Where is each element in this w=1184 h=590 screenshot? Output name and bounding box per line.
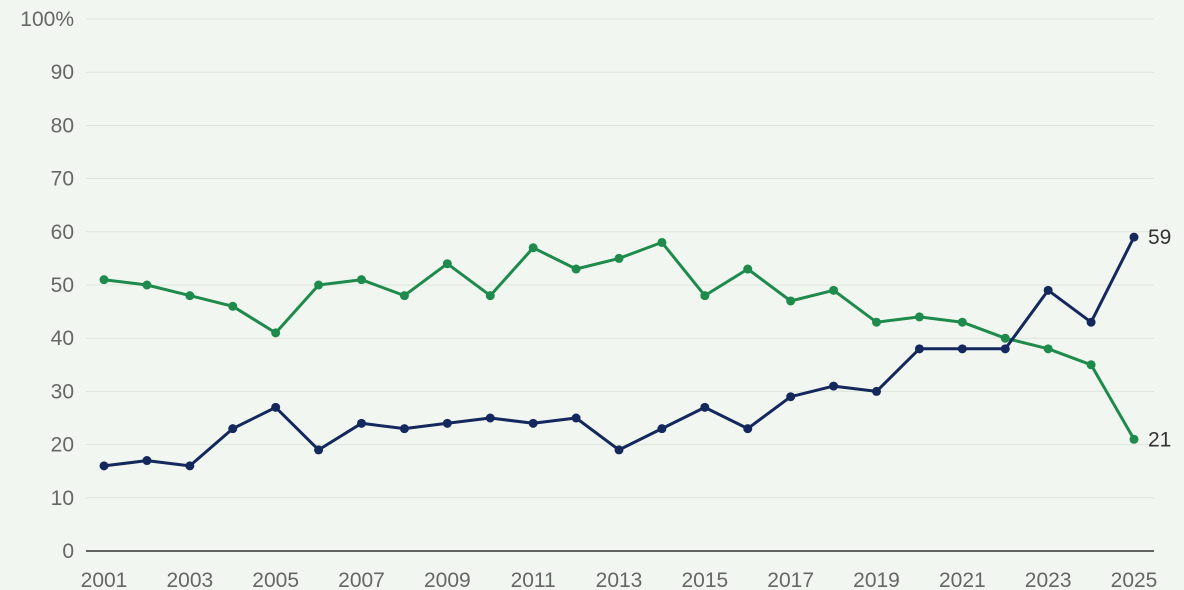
- data-point: [528, 243, 538, 253]
- data-point: [614, 445, 624, 455]
- data-point: [1129, 434, 1139, 444]
- data-point: [743, 264, 753, 274]
- data-point: [185, 461, 195, 471]
- x-tick-label: 2009: [424, 569, 471, 590]
- x-tick-label: 2017: [767, 569, 814, 590]
- data-point: [142, 280, 152, 290]
- y-tick-label: 30: [51, 380, 74, 403]
- data-point: [442, 259, 452, 269]
- x-axis-tick-labels: 2001 2003 2005 2007 2009 2011 2013 2015 2017 2019…: [81, 569, 1158, 590]
- end-value-label: 21: [1148, 428, 1171, 451]
- data-point: [914, 312, 924, 322]
- y-tick-label: 100%: [20, 8, 74, 31]
- series-2: 59: [99, 226, 1171, 471]
- x-tick-label: 2005: [252, 569, 299, 590]
- data-point: [786, 392, 796, 402]
- data-point: [485, 291, 495, 301]
- data-point: [1086, 317, 1096, 327]
- x-tick-label: 2025: [1111, 569, 1158, 590]
- series-1: 21: [99, 237, 1171, 451]
- x-tick-label: 2001: [81, 569, 128, 590]
- y-tick-label: 90: [51, 61, 74, 84]
- data-point: [1043, 285, 1053, 295]
- x-tick-label: 2023: [1025, 569, 1072, 590]
- x-tick-label: 2013: [596, 569, 643, 590]
- data-point: [786, 296, 796, 306]
- data-point: [571, 413, 581, 423]
- y-tick-label: 80: [51, 114, 74, 137]
- data-point: [1000, 333, 1010, 343]
- y-tick-label: 40: [51, 327, 74, 350]
- data-point: [399, 424, 409, 434]
- x-tick-label: 2003: [166, 569, 213, 590]
- data-point: [657, 424, 667, 434]
- data-point: [700, 291, 710, 301]
- x-tick-label: 2011: [511, 569, 556, 590]
- data-point: [829, 381, 839, 391]
- y-tick-label: 70: [51, 168, 74, 191]
- data-point: [614, 253, 624, 263]
- y-tick-label: 60: [51, 221, 74, 244]
- data-point: [1000, 344, 1010, 354]
- data-point: [872, 386, 881, 396]
- data-point: [185, 291, 195, 301]
- data-point: [1129, 232, 1139, 242]
- data-point: [700, 402, 710, 412]
- data-point: [485, 413, 495, 423]
- data-point: [743, 424, 753, 434]
- data-point: [142, 456, 152, 466]
- data-point: [829, 285, 839, 295]
- series-group: 21 59: [99, 226, 1171, 471]
- y-axis-tick-labels: 0 10 20 30 40 50 60 70 80 90 100%: [20, 8, 74, 563]
- data-point: [872, 317, 881, 327]
- data-point: [314, 280, 324, 290]
- data-point: [528, 418, 538, 428]
- series-line: [102, 240, 1136, 441]
- gridlines: [86, 18, 1154, 499]
- data-point: [1086, 360, 1096, 370]
- y-tick-label: 50: [51, 274, 74, 297]
- data-point: [442, 418, 452, 428]
- end-value-label: 59: [1148, 226, 1171, 249]
- data-point: [271, 328, 281, 338]
- data-point: [1043, 344, 1053, 354]
- data-point: [357, 275, 366, 285]
- data-point: [271, 402, 281, 412]
- data-point: [357, 418, 366, 428]
- data-point: [228, 424, 238, 434]
- y-tick-label: 0: [62, 540, 74, 563]
- x-tick-label: 2015: [681, 569, 728, 590]
- x-tick-label: 2021: [939, 569, 986, 590]
- data-point: [99, 461, 109, 471]
- data-point: [914, 344, 924, 354]
- data-point: [99, 275, 109, 285]
- y-tick-label: 20: [51, 434, 74, 457]
- y-tick-label: 10: [51, 487, 74, 510]
- x-tick-label: 2007: [338, 569, 385, 590]
- data-point: [314, 445, 324, 455]
- data-point: [571, 264, 581, 274]
- data-point: [228, 301, 238, 311]
- x-tick-label: 2019: [853, 569, 900, 590]
- data-point: [957, 344, 967, 354]
- data-point: [657, 237, 667, 247]
- data-point: [399, 291, 409, 301]
- data-point: [957, 317, 967, 327]
- series-line: [102, 235, 1136, 468]
